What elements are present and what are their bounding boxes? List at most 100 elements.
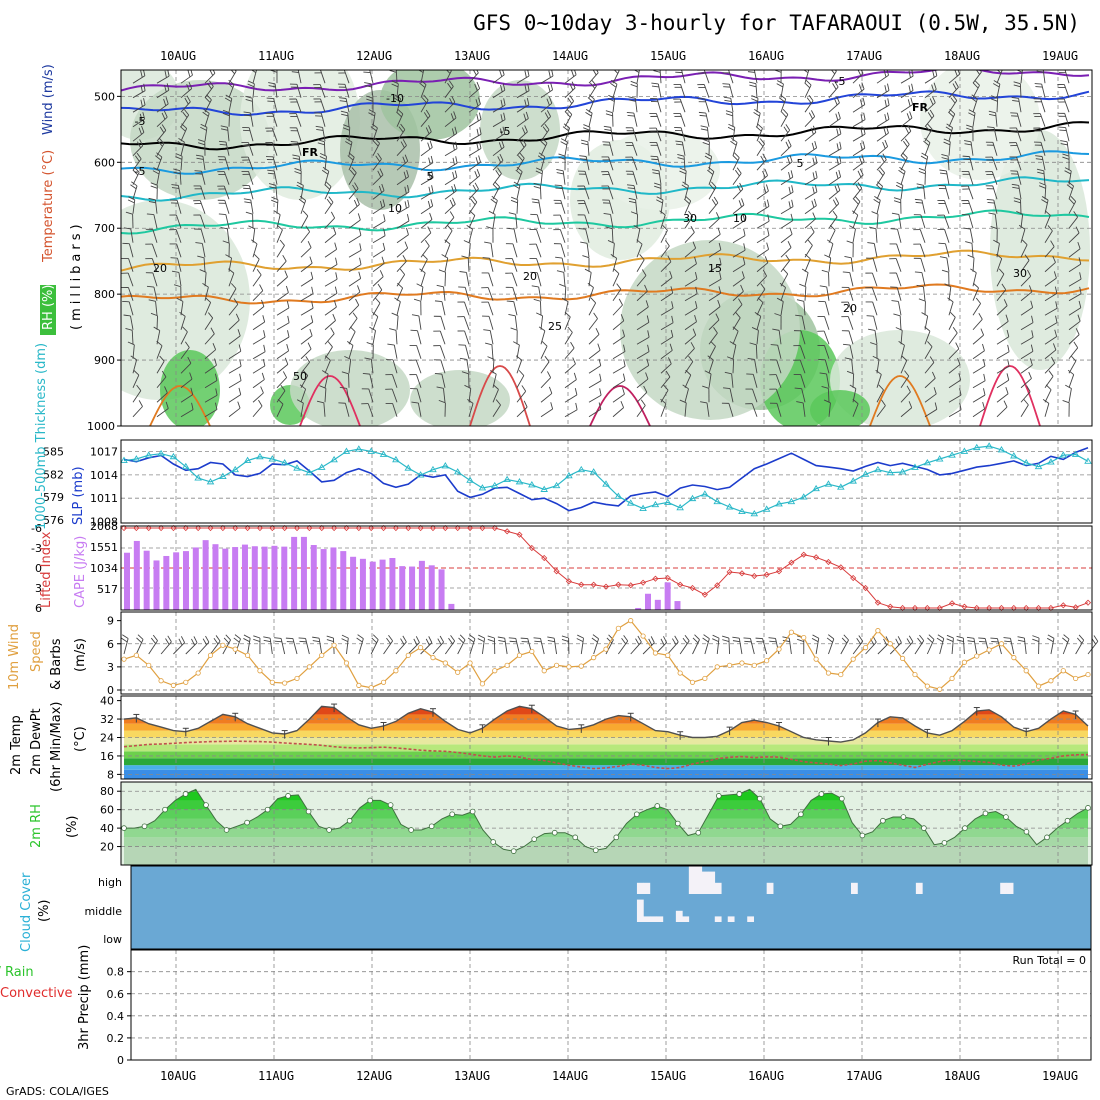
- wind-barb: [708, 234, 721, 244]
- wind-barb: [492, 200, 498, 214]
- contour-label: 5: [797, 157, 804, 170]
- wind-barb: [803, 301, 806, 316]
- wind-barb-feather: [373, 140, 379, 147]
- li-marker: [578, 581, 585, 588]
- wind-barb-feather: [548, 70, 551, 78]
- wind-barb: [468, 388, 472, 403]
- rh-marker: [182, 791, 189, 797]
- wind-barb-feather: [806, 97, 812, 104]
- wind-barb-feather: [472, 196, 478, 203]
- wind-speed-marker: [1035, 683, 1042, 689]
- wind-barb: [636, 405, 646, 418]
- wind-barb-feather: [787, 240, 792, 248]
- wind-barb-feather: [923, 140, 930, 146]
- wind-barb-feather: [932, 70, 935, 78]
- wind-barb: [588, 380, 602, 389]
- wind-barb: [612, 380, 626, 389]
- wind-barb: [943, 200, 950, 214]
- wind-barb-feather: [781, 111, 787, 118]
- wind-barb-feather: [963, 158, 971, 161]
- cape-tick: 2068: [90, 520, 118, 533]
- wind-barb-feather: [1041, 199, 1048, 204]
- wind-barb: [252, 228, 256, 243]
- wind-barb-feather: [344, 355, 351, 360]
- wind-barb: [1023, 638, 1027, 655]
- wind-barb-feather: [427, 226, 432, 233]
- wind-barb: [348, 318, 358, 331]
- wind-barb: [488, 316, 494, 330]
- wind-barb-feather: [423, 112, 429, 119]
- wind-barb-feather: [404, 201, 407, 209]
- wind-barb: [732, 220, 745, 229]
- wind-barb-feather: [537, 155, 545, 161]
- rh-marker: [757, 795, 763, 802]
- wind-barb: [632, 171, 638, 185]
- wind-barb-feather: [547, 640, 555, 643]
- wind-barb-feather: [206, 94, 212, 101]
- li-marker: [405, 524, 412, 532]
- wind-barb-feather: [791, 199, 794, 207]
- wind-barb-feather: [253, 638, 261, 642]
- wind-barb: [828, 638, 835, 655]
- wind-barb: [703, 70, 710, 84]
- wind-speed-marker: [961, 659, 968, 665]
- wind-barb-feather: [244, 201, 252, 204]
- tick-label: 6: [107, 638, 114, 651]
- wind-barb: [919, 243, 926, 258]
- wind-barb-feather: [321, 169, 329, 175]
- tick-label: 20: [100, 841, 114, 854]
- wind-barb: [372, 190, 385, 200]
- wind-barb: [420, 205, 433, 215]
- thickness-marker: [243, 456, 252, 464]
- rh-marker: [162, 806, 168, 813]
- wind-barb: [800, 374, 806, 388]
- wind-barb-feather: [524, 70, 527, 78]
- rh-blob: [290, 350, 410, 426]
- wind-barb-feather: [836, 157, 839, 165]
- wind-barb-feather: [812, 157, 815, 165]
- wind-barb-feather: [1012, 186, 1020, 189]
- wind-barb-feather: [633, 66, 639, 69]
- wind-barb-feather: [515, 169, 522, 175]
- wind-barb-feather: [487, 639, 495, 642]
- wind-barb: [1044, 389, 1052, 403]
- wind-barb-feather: [427, 142, 431, 150]
- wind-barb: [900, 130, 912, 142]
- wind-barb-feather: [702, 141, 710, 146]
- wind-barb: [492, 404, 501, 418]
- wind-barb-feather: [684, 634, 690, 642]
- wind-barb: [444, 190, 457, 200]
- rh-blob: [810, 390, 870, 426]
- wind-barb: [895, 258, 902, 272]
- wind-barb-feather: [1006, 373, 1010, 381]
- wind-barb: [728, 84, 734, 98]
- wind-barb-feather: [296, 399, 304, 404]
- wind-barb: [1068, 347, 1079, 360]
- wind-barb-feather: [251, 239, 258, 245]
- wind-barb: [420, 245, 430, 258]
- wind-barb: [777, 345, 782, 359]
- wind-speed-marker: [862, 645, 869, 651]
- wind-barb: [420, 162, 434, 171]
- wind-barb-feather: [783, 126, 789, 133]
- wind-barb-feather: [670, 329, 674, 337]
- wind-barb-feather: [849, 384, 857, 389]
- wind-barb-feather: [519, 152, 525, 159]
- wind-barb-feather: [860, 114, 863, 122]
- thickness-tick: 579: [43, 491, 64, 504]
- wind-barb: [513, 301, 518, 316]
- thickness-tick: 585: [43, 445, 64, 458]
- wind-barb-feather: [883, 638, 888, 646]
- wind-barb-feather: [1021, 239, 1028, 245]
- cape-tick: 1551: [90, 541, 118, 554]
- wind-barb: [1068, 216, 1078, 229]
- rh-marker: [654, 803, 661, 809]
- wind-barb-feather: [901, 355, 908, 361]
- wind-barb: [924, 362, 935, 374]
- wind-barb-feather: [291, 144, 299, 146]
- wind-barb-feather: [429, 212, 433, 220]
- cape-tick: 517: [97, 583, 118, 596]
- wind-barb: [300, 321, 314, 331]
- wind-barb: [1068, 334, 1080, 345]
- wind-barb: [372, 174, 384, 186]
